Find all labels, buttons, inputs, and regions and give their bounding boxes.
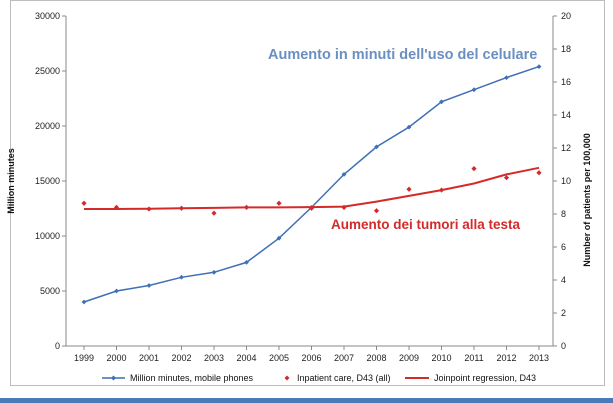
legend-marker-inpatient	[284, 375, 290, 381]
annotation-phones: Aumento in minuti dell'uso del celulare	[268, 47, 537, 63]
left-axis-title: Million minutes	[6, 148, 16, 214]
x-tick-label: 1999	[74, 353, 94, 363]
series-point-inpatient-care-d43-all	[503, 175, 510, 181]
x-tick-label: 2007	[334, 353, 354, 363]
left-tick-label: 25000	[35, 66, 60, 76]
series-point-inpatient-care-d43-all	[536, 170, 542, 176]
right-tick-label: 10	[561, 176, 571, 186]
series-point-million-minutes-mobile-phones	[504, 75, 509, 80]
series-layer	[81, 64, 542, 305]
series-point-inpatient-care-d43-all	[211, 210, 217, 216]
right-tick-label: 14	[561, 110, 571, 120]
series-point-million-minutes-mobile-phones	[211, 269, 217, 275]
right-tick-label: 4	[561, 275, 566, 285]
right-tick-label: 20	[561, 11, 571, 21]
x-tick-label: 2011	[464, 353, 483, 363]
left-tick-label: 15000	[35, 176, 60, 186]
left-tick-label: 0	[55, 341, 60, 351]
x-ticks: 1999 2000 2001 2002 2003 2004 2005 2006 2007 2008…	[74, 346, 549, 363]
x-tick-label: 2006	[301, 353, 321, 363]
right-tick-label: 6	[561, 242, 566, 252]
legend: Million minutes, mobile phones Inpatient…	[102, 373, 536, 383]
series-point-million-minutes-mobile-phones	[406, 124, 412, 130]
x-tick-label: 2010	[431, 353, 451, 363]
right-axis-title: Number of patients per 100,000	[582, 133, 592, 267]
series-point-million-minutes-mobile-phones	[244, 260, 249, 265]
series-point-million-minutes-mobile-phones	[536, 64, 542, 69]
right-tick-label: 12	[561, 143, 571, 153]
legend-label-phones: Million minutes, mobile phones	[130, 373, 254, 383]
x-tick-label: 2013	[529, 353, 549, 363]
right-tick-label: 18	[561, 44, 571, 54]
left-tick-label: 30000	[35, 11, 60, 21]
right-tick-label: 16	[561, 77, 571, 87]
right-tick-label: 2	[561, 308, 566, 318]
x-tick-label: 2001	[139, 353, 159, 363]
series-line-joinpoint-regression-d43	[84, 166, 540, 210]
right-ticks: 0 2 4 6 8 10 12 14 16 18 20	[553, 11, 571, 351]
series-point-million-minutes-mobile-phones	[146, 283, 152, 288]
x-tick-label: 2002	[171, 353, 191, 363]
annotation-tumors: Aumento dei tumori alla testa	[331, 217, 521, 232]
series-point-inpatient-care-d43-all	[406, 186, 412, 192]
left-tick-label: 10000	[35, 231, 60, 241]
chart-frame	[10, 0, 605, 386]
x-tick-label: 2005	[269, 353, 289, 363]
series-point-million-minutes-mobile-phones	[374, 144, 379, 150]
legend-label-joinpoint: Joinpoint regression, D43	[434, 373, 536, 383]
series-point-million-minutes-mobile-phones	[439, 99, 444, 105]
series-point-inpatient-care-d43-all	[471, 166, 477, 172]
legend-marker-phones	[111, 375, 116, 381]
x-tick-label: 2003	[204, 353, 224, 363]
left-tick-label: 5000	[40, 286, 60, 296]
series-point-million-minutes-mobile-phones	[471, 87, 477, 93]
left-tick-label: 20000	[35, 121, 60, 131]
x-tick-label: 2009	[399, 353, 419, 363]
series-point-inpatient-care-d43-all	[373, 208, 380, 214]
right-tick-label: 8	[561, 209, 566, 219]
bottom-accent-bar	[0, 398, 613, 403]
x-tick-label: 2004	[236, 353, 256, 363]
series-point-million-minutes-mobile-phones	[179, 274, 184, 280]
x-tick-label: 2012	[496, 353, 516, 363]
left-ticks: 0 5000 10000 15000 20000 25000 30000	[35, 11, 66, 351]
series-point-million-minutes-mobile-phones	[341, 172, 347, 177]
series-point-million-minutes-mobile-phones	[81, 299, 87, 305]
series-point-inpatient-care-d43-all	[113, 204, 120, 210]
x-tick-label: 2000	[106, 353, 126, 363]
x-tick-label: 2008	[366, 353, 386, 363]
series-point-million-minutes-mobile-phones	[276, 235, 282, 241]
series-point-inpatient-care-d43-all	[81, 200, 87, 206]
series-point-inpatient-care-d43-all	[276, 200, 282, 206]
series-point-million-minutes-mobile-phones	[114, 288, 119, 294]
legend-label-inpatient: Inpatient care, D43 (all)	[297, 373, 391, 383]
right-tick-label: 0	[561, 341, 566, 351]
